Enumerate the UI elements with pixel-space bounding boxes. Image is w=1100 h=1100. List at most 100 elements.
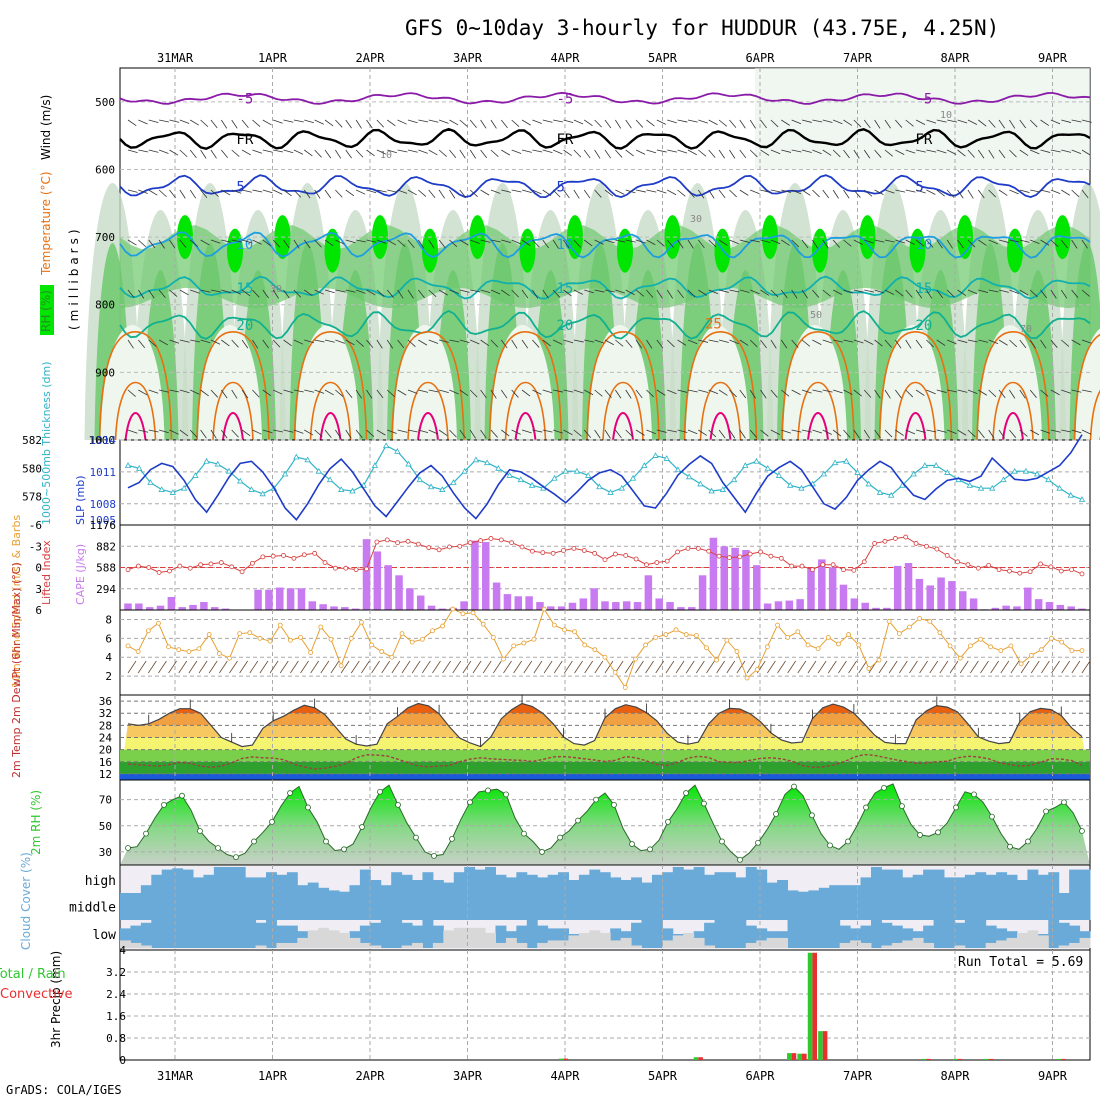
cloud-cell-high xyxy=(1016,880,1028,893)
wind-barb xyxy=(791,339,799,348)
temp-legend-label: Temperature (°C) xyxy=(39,171,53,276)
wind-speed-point xyxy=(389,654,395,660)
lifted-index-point xyxy=(229,564,235,570)
cloud-cell-middle xyxy=(797,893,809,920)
wind-barb xyxy=(636,189,646,193)
wind-speed-point xyxy=(359,619,364,625)
wind-speed-point xyxy=(825,634,831,640)
wind-barb xyxy=(615,239,626,243)
wind-barb xyxy=(988,389,997,398)
wind-barb xyxy=(604,289,615,293)
thickness-point xyxy=(1078,496,1086,502)
temp-band xyxy=(120,749,1090,762)
cloud-gap xyxy=(328,930,340,948)
thickness-point xyxy=(719,486,727,492)
wind-barb xyxy=(221,189,231,196)
surface-wind-barb xyxy=(919,660,928,674)
rh-contour-label: 30 xyxy=(690,214,702,225)
wind-barb xyxy=(667,119,677,124)
wind-barb xyxy=(210,189,219,197)
wind-speed-point xyxy=(460,611,466,617)
cloud-cell-low xyxy=(547,928,559,948)
wind-barb xyxy=(490,429,498,438)
bottom-date-label: 2APR xyxy=(356,1069,386,1083)
wind-speed-point xyxy=(399,631,405,637)
wind-barb xyxy=(1009,119,1016,129)
wind-barb xyxy=(283,149,294,154)
wind-speed-point xyxy=(612,669,618,675)
dewpoint-line xyxy=(127,753,1083,770)
rh2m-point xyxy=(1043,808,1049,815)
wind-barb xyxy=(449,149,457,158)
wind-barb xyxy=(988,429,995,439)
cloud-cell-high xyxy=(495,874,507,893)
cloud-cell-high xyxy=(933,869,945,893)
thickness-point xyxy=(214,460,221,467)
wind-speed-point xyxy=(764,644,770,650)
wind-speed-point xyxy=(795,629,801,635)
wind-barb xyxy=(749,149,758,158)
wind-barb xyxy=(1050,189,1061,194)
isotherm-35-dome xyxy=(222,411,244,441)
wind-speed-point xyxy=(298,634,303,640)
wind-barb xyxy=(812,189,820,198)
rh2m-tick: 30 xyxy=(99,846,112,859)
wind-barb xyxy=(760,289,770,296)
surface-wind-barb xyxy=(259,660,269,674)
precip-convective-bar xyxy=(822,1031,828,1060)
cape-tick: 1176 xyxy=(90,519,117,532)
cape-bar xyxy=(915,578,924,610)
lifted-index-point xyxy=(695,545,701,551)
rh2m-point xyxy=(827,842,833,849)
wind-barb xyxy=(801,289,808,299)
surface-wind-barb xyxy=(888,660,898,674)
wind-barb xyxy=(801,429,812,433)
wind-barb xyxy=(1029,289,1038,298)
surface-wind-barb xyxy=(1081,660,1091,674)
wind-barb xyxy=(501,239,512,244)
wind-barb xyxy=(428,239,435,249)
wind-barb xyxy=(283,429,294,433)
surface-wind-barb xyxy=(320,660,330,674)
wind-tick: 4 xyxy=(105,651,112,664)
cloud-cell-high xyxy=(902,877,914,893)
cape-bar xyxy=(384,565,392,610)
surface-wind-barb xyxy=(188,660,198,674)
wind-barb xyxy=(314,189,321,199)
wind-barb xyxy=(853,429,860,439)
thickness-point xyxy=(506,472,513,478)
wind-barb xyxy=(1029,149,1040,155)
wind-barb xyxy=(407,289,414,299)
rh2m-point xyxy=(809,812,815,819)
wind-barb xyxy=(978,119,987,127)
cape-tick: 588 xyxy=(96,562,116,575)
wind-barb xyxy=(553,389,564,393)
thickness-point xyxy=(326,476,334,483)
thickness-point xyxy=(629,474,637,481)
wind-barb xyxy=(418,289,425,299)
wind-barb xyxy=(1071,289,1079,298)
wind-barb xyxy=(210,289,221,293)
rh2m-point xyxy=(521,830,527,837)
lifted-index-point xyxy=(239,569,245,575)
thickness-point xyxy=(697,480,704,487)
wind-speed-point xyxy=(541,606,547,612)
cloud-gap xyxy=(140,945,152,948)
wind-barb xyxy=(687,429,698,435)
cloud-cell-middle xyxy=(714,893,726,920)
isotherm-30-dome xyxy=(309,381,352,441)
wind-barb xyxy=(345,389,353,398)
wind-barb xyxy=(812,339,822,345)
wind-barb xyxy=(770,429,780,435)
wind-speed-point xyxy=(480,621,486,627)
isotherm-30-dome xyxy=(992,381,1034,441)
wind-barb xyxy=(1019,239,1030,243)
cloud-cell-low xyxy=(651,920,663,948)
wind-speed-point xyxy=(693,633,699,638)
thickness-point xyxy=(180,484,188,491)
wind-tick: 8 xyxy=(105,613,112,626)
cloud-cell-high xyxy=(485,867,496,893)
wind-barb xyxy=(1040,289,1047,299)
wind-barb xyxy=(791,389,801,395)
